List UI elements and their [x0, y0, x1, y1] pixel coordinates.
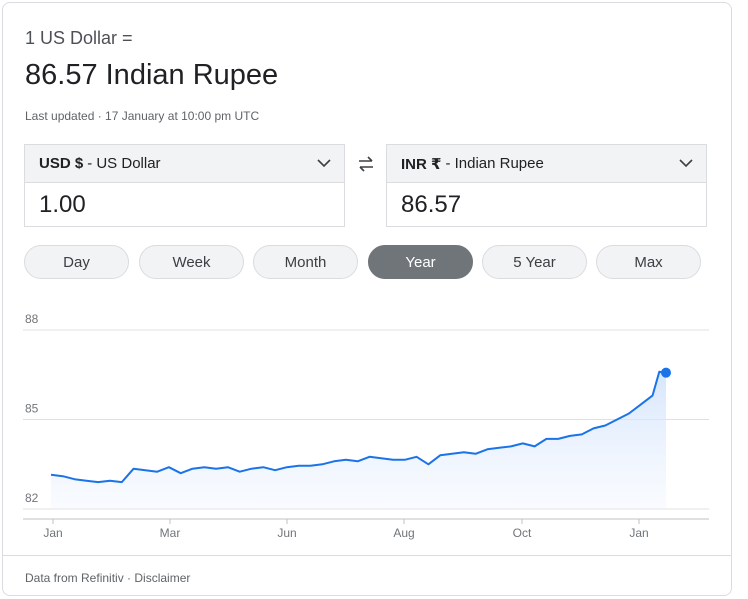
to-currency-select[interactable]: INR ₹ - Indian Rupee — [387, 145, 706, 183]
range-button-month[interactable]: Month — [253, 245, 358, 279]
data-source: Data from Refinitiv · — [25, 571, 135, 585]
to-currency-name: - Indian Rupee — [445, 155, 544, 172]
series-line — [50, 370, 667, 484]
chevron-down-icon — [317, 159, 331, 168]
exchange-rate-chart[interactable]: 88 85 82 Jan Mar Jun Aug Oct Jan — [3, 303, 731, 553]
y-tick-label: 85 — [25, 402, 39, 416]
range-button-5-year[interactable]: 5 Year — [482, 245, 587, 279]
exchange-rate: 86.57 Indian Rupee — [25, 59, 279, 91]
disclaimer-link[interactable]: Disclaimer — [134, 571, 191, 585]
chart-svg: 88 85 82 Jan Mar Jun Aug Oct Jan — [23, 312, 709, 540]
to-currency-box: INR ₹ - Indian Rupee 86.57 — [386, 144, 707, 227]
footer-divider — [3, 555, 731, 556]
from-currency-name: - US Dollar — [87, 155, 161, 172]
x-tick-label: Jan — [629, 526, 648, 540]
last-point-marker — [661, 367, 671, 378]
x-tick-label: Aug — [393, 526, 414, 540]
currency-converter-card: 1 US Dollar = 86.57 Indian Rupee Last up… — [2, 2, 732, 596]
range-button-max[interactable]: Max — [596, 245, 701, 279]
x-tick-label: Jan — [43, 526, 62, 540]
chevron-down-icon — [679, 159, 693, 168]
footer: Data from Refinitiv · Disclaimer — [25, 571, 190, 585]
conversion-subtitle: 1 US Dollar = — [25, 28, 133, 48]
x-tick-label: Jun — [277, 526, 296, 540]
from-currency-select[interactable]: USD $ - US Dollar — [25, 145, 344, 183]
swap-icon[interactable] — [356, 154, 376, 174]
y-tick-label: 82 — [25, 491, 39, 505]
series-area — [51, 371, 666, 509]
to-currency-code: INR ₹ — [401, 155, 442, 173]
from-currency-code: USD $ — [39, 155, 84, 172]
range-button-week[interactable]: Week — [139, 245, 244, 279]
to-amount-input[interactable]: 86.57 — [401, 191, 462, 218]
y-tick-label: 88 — [25, 312, 39, 326]
range-button-day[interactable]: Day — [24, 245, 129, 279]
last-updated: Last updated · 17 January at 10:00 pm UT… — [25, 109, 260, 123]
x-tick-label: Mar — [160, 526, 181, 540]
x-tick-label: Oct — [513, 526, 532, 540]
from-amount-input[interactable]: 1.00 — [39, 191, 86, 218]
from-currency-box: USD $ - US Dollar 1.00 — [24, 144, 345, 227]
range-button-year[interactable]: Year — [368, 245, 473, 279]
